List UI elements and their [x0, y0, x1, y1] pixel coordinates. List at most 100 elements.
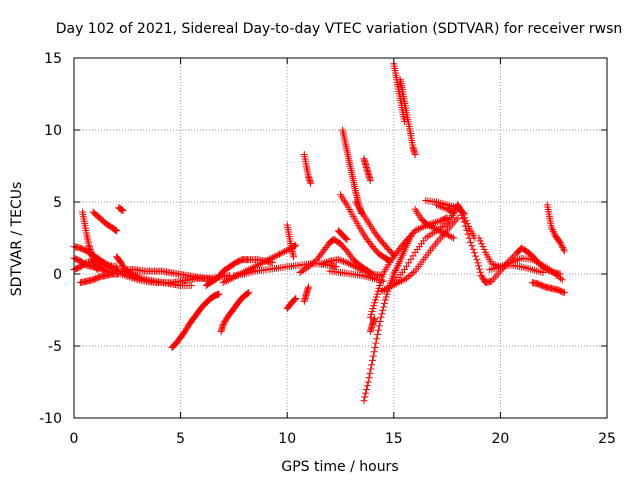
data-point	[183, 323, 191, 331]
data-point	[132, 275, 140, 283]
data-point	[438, 228, 446, 236]
data-point	[257, 260, 265, 268]
data-point	[396, 278, 404, 286]
data-point	[399, 276, 407, 284]
data-point	[292, 241, 300, 249]
data-point	[413, 226, 421, 234]
data-point	[112, 226, 120, 234]
data-point	[334, 256, 342, 264]
data-point	[475, 234, 483, 242]
data-point	[558, 276, 566, 284]
data-point	[374, 326, 382, 334]
data-point	[424, 221, 432, 229]
data-point	[478, 273, 486, 281]
data-point	[113, 263, 121, 271]
y-axis-label: SDTVAR / TECUs	[9, 182, 25, 297]
data-point	[380, 286, 388, 294]
data-point	[355, 265, 363, 273]
data-point	[250, 263, 258, 271]
data-point	[456, 208, 464, 216]
series-arc-23	[334, 227, 351, 243]
data-point	[559, 244, 567, 252]
data-point	[277, 249, 285, 257]
data-point	[368, 307, 376, 315]
data-point	[260, 258, 268, 266]
data-point	[366, 313, 374, 321]
data-point	[219, 279, 227, 287]
data-point	[448, 233, 456, 241]
data-point	[551, 231, 559, 239]
data-point	[430, 219, 438, 227]
data-point	[475, 262, 483, 270]
data-point	[392, 265, 400, 273]
data-point	[376, 318, 384, 326]
data-point	[310, 258, 318, 266]
data-point	[391, 268, 399, 276]
series-arc-21	[317, 256, 385, 279]
data-point	[373, 290, 381, 298]
data-point	[375, 322, 383, 330]
data-point	[390, 270, 398, 278]
data-point	[231, 273, 239, 281]
data-point	[305, 283, 313, 291]
data-point	[378, 273, 386, 281]
series-arc-27	[360, 155, 374, 184]
data-point	[269, 254, 277, 262]
data-point	[181, 328, 189, 336]
data-point	[432, 218, 440, 226]
data-point	[382, 285, 390, 293]
data-point	[476, 265, 484, 273]
data-point	[403, 274, 411, 282]
data-point	[426, 222, 434, 230]
data-point	[317, 260, 325, 268]
data-point	[377, 279, 385, 287]
data-point	[549, 227, 557, 235]
data-point	[371, 299, 379, 307]
data-point	[245, 289, 253, 297]
data-point	[113, 227, 121, 235]
x-tick-label: 0	[70, 431, 79, 447]
data-point	[393, 263, 401, 271]
series-arc-4	[79, 208, 101, 274]
data-point	[436, 227, 444, 235]
data-point	[341, 234, 349, 242]
data-point	[224, 276, 232, 284]
series-arc-24	[337, 191, 394, 265]
data-point	[370, 348, 378, 356]
data-point	[369, 305, 377, 313]
x-tick-label: 15	[385, 431, 403, 447]
data-point	[556, 238, 564, 246]
data-point	[363, 382, 371, 390]
data-point	[380, 299, 388, 307]
data-point	[555, 273, 563, 281]
series-arc-17	[283, 294, 300, 313]
data-point	[470, 249, 478, 257]
data-point	[449, 234, 457, 242]
x-tick-label: 10	[278, 431, 296, 447]
data-point	[474, 259, 482, 267]
data-point	[117, 205, 125, 213]
data-point	[324, 258, 332, 266]
plot-frame	[73, 57, 608, 419]
data-point	[551, 270, 559, 278]
data-point	[343, 258, 351, 266]
data-point	[223, 277, 231, 285]
data-point	[219, 320, 227, 328]
data-point	[391, 280, 399, 288]
y-tick-label: 5	[53, 195, 62, 211]
data-point	[353, 264, 361, 272]
data-point	[365, 374, 373, 382]
data-point	[363, 385, 371, 393]
series-arc-16	[283, 221, 298, 261]
data-point	[378, 310, 386, 318]
data-point	[363, 268, 371, 276]
data-point	[272, 252, 280, 260]
data-point	[381, 296, 389, 304]
data-point	[372, 339, 380, 347]
data-point	[370, 302, 378, 310]
data-point	[443, 231, 451, 239]
data-point	[418, 223, 426, 231]
data-point	[550, 269, 558, 277]
data-point	[560, 289, 568, 297]
data-point	[360, 397, 368, 405]
